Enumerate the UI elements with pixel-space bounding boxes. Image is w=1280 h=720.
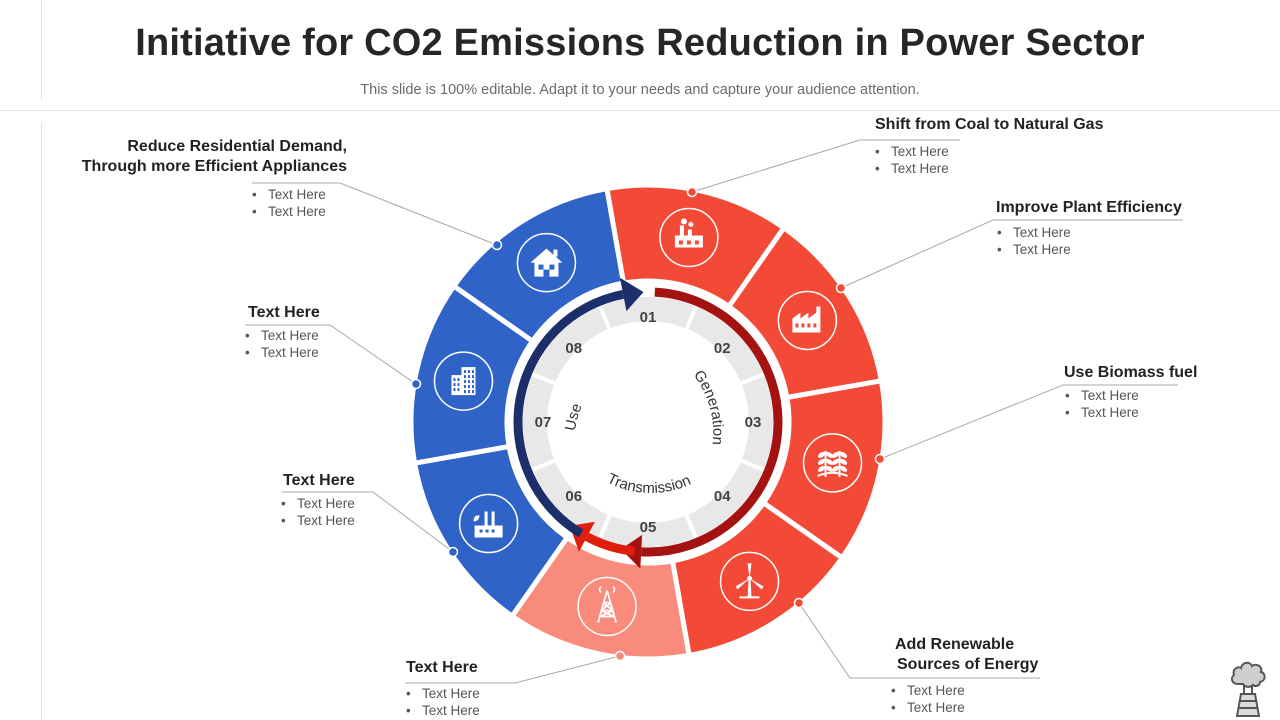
power-plant-icon [659,207,719,268]
arc-label-transmission: Transmission [604,470,693,497]
bullet-item: Text Here [1065,404,1139,421]
ring-number: 07 [535,414,552,431]
callout-title-seg7: Text Here [248,304,320,321]
inner-ring-divider [597,513,612,540]
bullet-item: Text Here [281,512,355,529]
bullet-item: Text Here [1065,387,1139,404]
use-arrow-arc [513,289,625,538]
callout-bullets-seg4: Text Here Text Here [891,682,965,716]
left-edge-line-top [41,0,42,100]
bullet-item: Text Here [997,224,1071,241]
arc-label-use: Use [562,401,586,432]
callout-title-line: Add Renewable [895,636,1015,653]
ring-number: 05 [640,519,657,536]
wind-turbine-icon [719,551,780,612]
bullet-item: Text Here [891,699,965,716]
callout-anchor-dot [447,546,459,558]
ring-number: 01 [640,309,657,326]
bullet-item: Text Here [281,495,355,512]
callout-title-line: Reduce Residential Demand, [127,138,347,155]
inner-ring-divider [684,304,699,331]
callout-bullets-seg6: Text Here Text Here [281,495,355,529]
callout-leader-line [245,324,417,385]
callout-title-shift-coal-to-gas: Shift from Coal to Natural Gas [875,116,1104,133]
ring-number: 08 [565,340,582,357]
callout-leader-line [405,655,621,684]
callout-bullets-seg7: Text Here Text Here [245,327,319,361]
factory-icon [777,290,838,351]
bullet-item: Text Here [997,241,1071,258]
ring-number: 03 [745,414,762,431]
callout-anchor-dot [793,597,805,609]
callout-leader-line [282,491,454,553]
callout-bullets-seg5: Text Here Text Here [406,685,480,719]
use-arrow-head [619,277,644,312]
industrial-plant-icon [458,493,519,554]
callout-bullets-seg8: Text Here Text Here [252,186,326,220]
callout-title-reduce-residential-demand: Reduce Residential Demand, Through more … [60,137,347,177]
bullet-item: Text Here [891,682,965,699]
callout-anchor-dot [491,239,503,251]
callout-title-improve-plant-efficiency: Improve Plant Efficiency [996,199,1182,216]
house-icon [516,232,577,293]
bullet-item: Text Here [252,186,326,203]
inner-ring-divider [684,513,699,540]
transmission-tower-icon [577,576,637,637]
bullet-item: Text Here [875,160,949,177]
smoking-chimney-icon [1230,661,1266,717]
bullet-item: Text Here [406,685,480,702]
callout-anchor-dot [614,650,626,662]
ring-number: 04 [714,488,731,505]
transmission-arrow-arc [584,532,635,556]
callout-title-seg6: Text Here [283,472,355,489]
callout-bullets-seg2: Text Here Text Here [997,224,1071,258]
bullet-item: Text Here [245,344,319,361]
inner-ring-divider [739,371,766,386]
callout-title-line: Through more Efficient Appliances [81,158,347,175]
callout-leader-line [798,602,1040,679]
callout-leader-line [252,182,498,246]
callout-leader-line [691,139,960,193]
callout-anchor-dot [686,186,698,198]
arc-label-generation: Generation [690,367,726,445]
ring-number: 02 [714,340,731,357]
inner-ring-divider [530,458,557,473]
callout-title-use-biomass-fuel: Use Biomass fuel [1064,364,1198,381]
callout-anchor-dot [874,453,886,465]
inner-ring-divider [530,371,557,386]
bullet-item: Text Here [245,327,319,344]
bullet-item: Text Here [875,143,949,160]
generation-arrow-arc [640,287,783,557]
office-building-icon [433,351,494,411]
page-title: Initiative for CO2 Emissions Reduction i… [135,22,1145,64]
callout-leader-line [879,384,1178,460]
callout-anchor-dot [835,282,847,294]
callout-title-seg5: Text Here [406,659,478,676]
callout-title-line: Sources of Energy [897,656,1039,673]
callout-leader-line [840,219,1183,289]
callout-title-add-renewable: Add Renewable Sources of Energy [895,635,1038,675]
callout-anchor-dot [410,378,422,390]
page-subtitle: This slide is 100% editable. Adapt it to… [360,82,920,98]
header-divider [0,110,1280,111]
callout-bullets-seg1: Text Here Text Here [875,143,949,177]
left-edge-line-bottom [41,122,42,720]
bullet-item: Text Here [406,702,480,719]
inner-ring-divider [597,304,612,331]
bullet-item: Text Here [252,203,326,220]
ring-number: 06 [565,488,582,505]
inner-ring-divider [739,458,766,473]
inner-number-ring [523,297,773,547]
crops-icon [802,433,863,493]
callout-bullets-seg3: Text Here Text Here [1065,387,1139,421]
